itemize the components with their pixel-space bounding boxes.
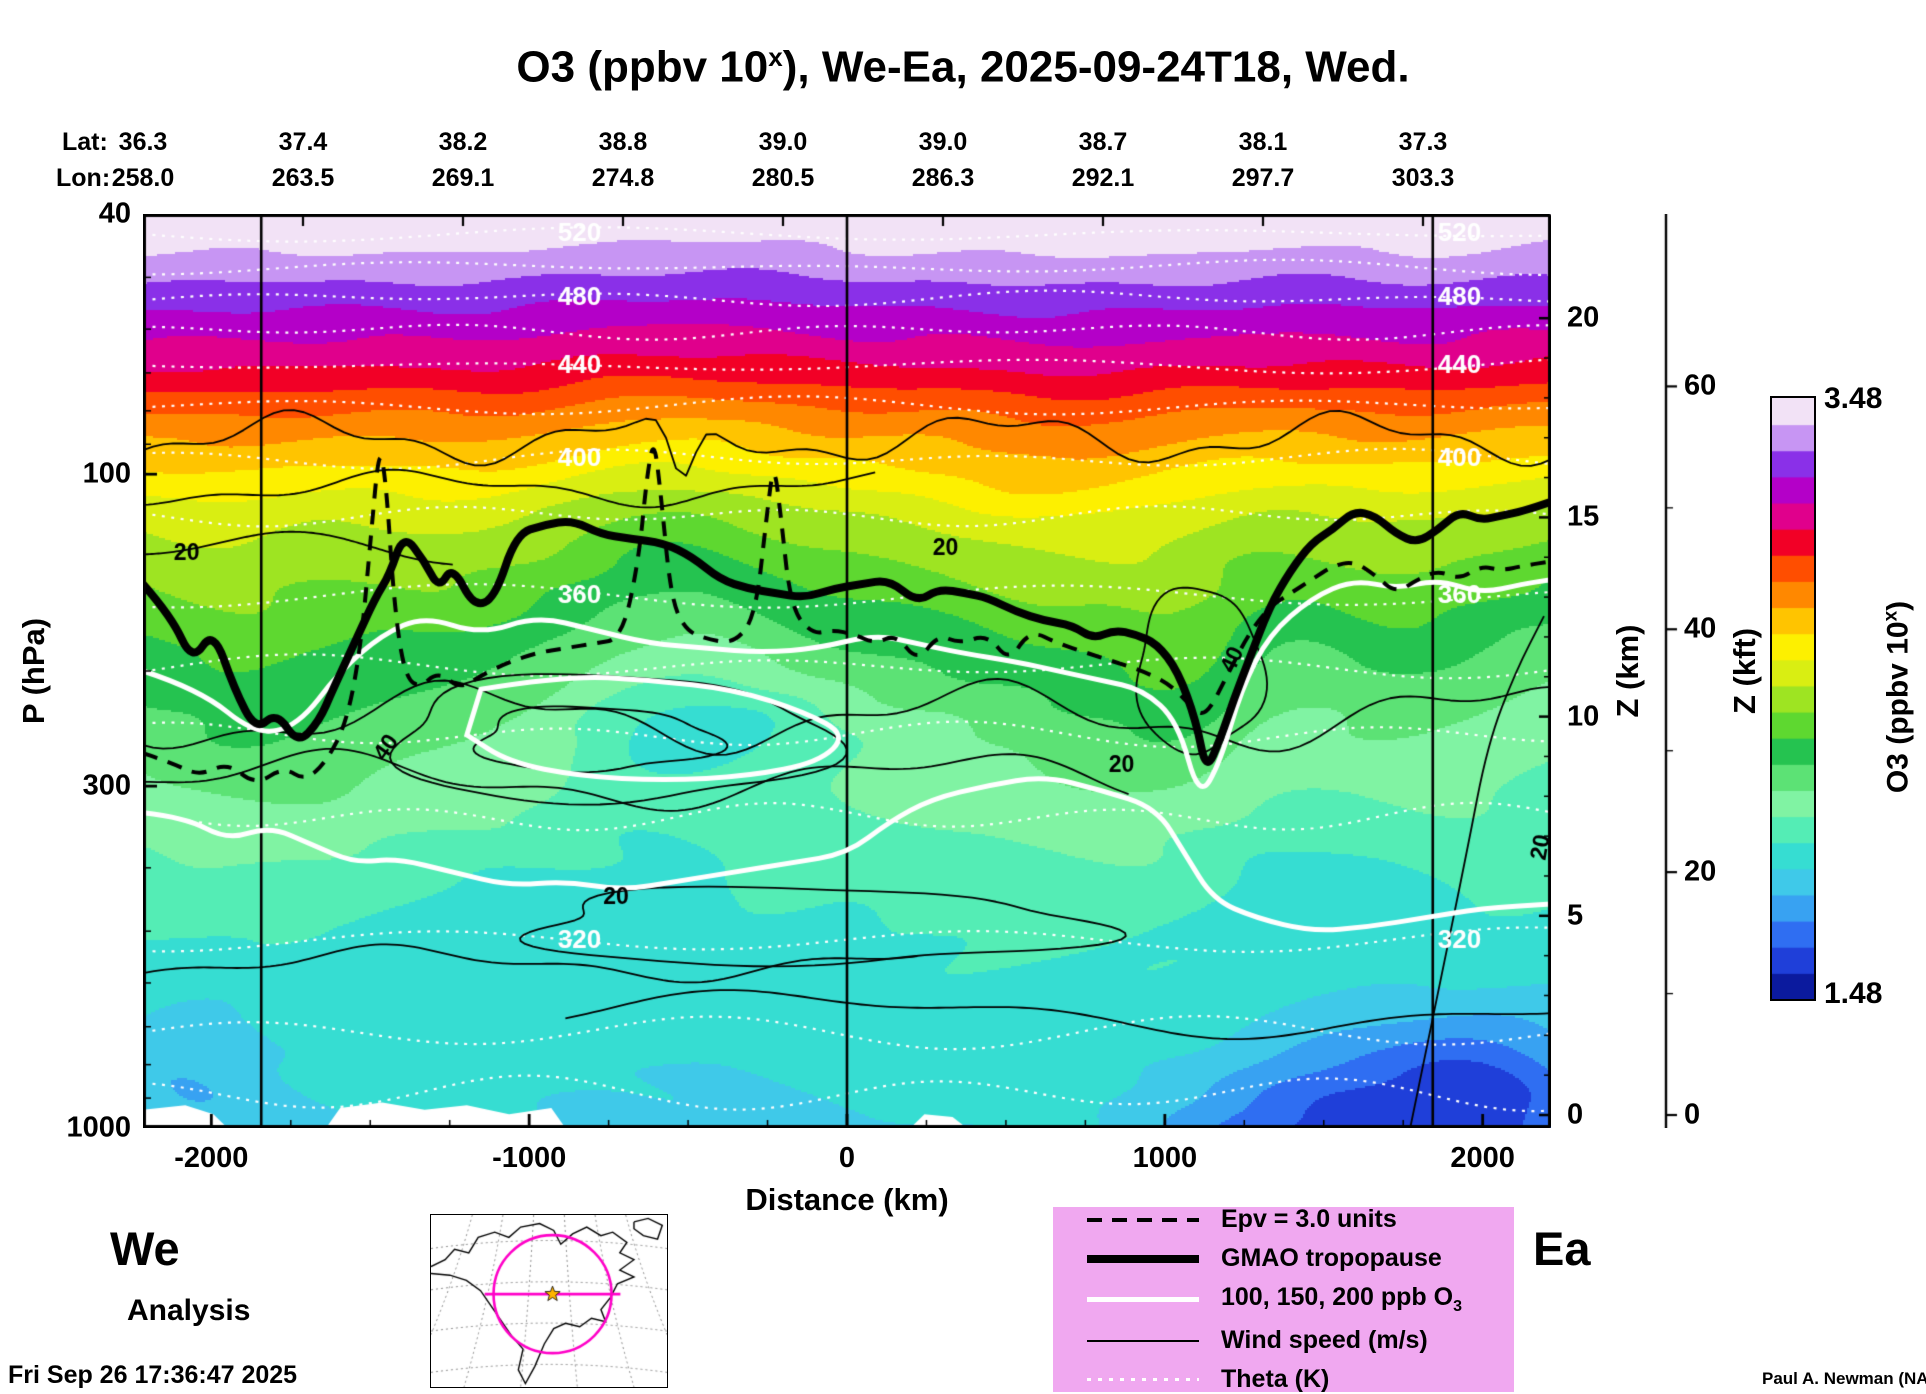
pressure-tick-label: 300 [82, 769, 131, 802]
legend-item-theta: Theta (K) [1087, 1365, 1514, 1394]
legend-label-o3-text: 100, 150, 200 ppb O [1221, 1283, 1454, 1311]
colorbar-max-label: 3.48 [1824, 382, 1883, 415]
lon-value: 274.8 [591, 164, 655, 192]
legend-label-tropopause: GMAO tropopause [1221, 1244, 1442, 1272]
lon-value: 269.1 [431, 164, 495, 192]
lon-value: 258.0 [111, 164, 175, 192]
lat-value: 38.1 [1238, 128, 1288, 156]
z-kft-tick-label: 40 [1684, 612, 1717, 645]
distance-tick-label: -2000 [174, 1142, 249, 1174]
legend-item-tropopause: GMAO tropopause [1087, 1244, 1514, 1273]
distance-tick-label: -1000 [492, 1142, 567, 1174]
z-km-axis-label: Z (km) [1610, 624, 1645, 718]
chart-title-text-2: ), We-Ea, 2025-09-24T18, Wed. [782, 42, 1410, 92]
theta-line-sample [1087, 1378, 1199, 1381]
pressure-tick-label: 100 [82, 457, 131, 490]
z-km-tick-label: 15 [1567, 500, 1600, 533]
pressure-tick-label: 1000 [66, 1111, 131, 1144]
z-km-tick-label: 20 [1567, 301, 1600, 334]
west-end-label: We [110, 1222, 180, 1275]
legend-label-o3-contours: 100, 150, 200 ppb O3 [1221, 1283, 1462, 1316]
chart-title: O3 (ppbv 10x), We-Ea, 2025-09-24T18, Wed… [0, 42, 1926, 93]
colorbar-label-text-2: ) [1881, 600, 1915, 611]
analysis-label: Analysis [127, 1294, 251, 1327]
legend-label-o3-subscript: 3 [1453, 1298, 1462, 1315]
z-kft-axis-label: Z (kft) [1727, 627, 1762, 715]
distance-tick-label: 2000 [1450, 1142, 1515, 1174]
lon-value: 292.1 [1071, 164, 1135, 192]
lat-value: 38.7 [1078, 128, 1128, 156]
pressure-tick-label: 40 [98, 197, 131, 230]
east-end-label: Ea [1533, 1222, 1591, 1275]
lat-value: 36.3 [118, 128, 168, 156]
chart-title-text: O3 (ppbv 10 [516, 42, 769, 92]
inset-location-map [430, 1214, 668, 1388]
z-km-tick-label: 5 [1567, 899, 1584, 932]
legend-item-o3-contours: 100, 150, 200 ppb O3 [1087, 1283, 1514, 1316]
distance-tick-label: 1000 [1132, 1142, 1198, 1174]
lat-value: 39.0 [918, 128, 968, 156]
lon-axis-prefix: Lon: [56, 164, 111, 192]
z-kft-axis [1660, 214, 1684, 1128]
z-km-tick-label: 0 [1567, 1098, 1584, 1131]
o3-contour-line-sample [1087, 1297, 1199, 1302]
colorbar-label-superscript: x [1880, 610, 1902, 622]
colorbar-min-label: 1.48 [1824, 977, 1883, 1010]
pressure-axis-label: P (hPa) [16, 617, 51, 725]
legend-label-theta: Theta (K) [1221, 1365, 1330, 1393]
distance-tick-label: 0 [838, 1142, 856, 1174]
legend: Epv = 3.0 units GMAO tropopause 100, 150… [1053, 1205, 1514, 1394]
cross-section-plot-canvas [143, 214, 1551, 1128]
chart-title-superscript: x [768, 42, 783, 72]
lat-value: 37.4 [278, 128, 328, 156]
legend-item-epv: Epv = 3.0 units [1087, 1205, 1514, 1234]
z-km-tick-label: 10 [1567, 700, 1600, 733]
lon-value: 263.5 [271, 164, 335, 192]
lat-value: 38.2 [438, 128, 488, 156]
colorbar-axis-label: O3 (ppbv 10x) [1881, 601, 1916, 793]
legend-item-wind: Wind speed (m/s) [1087, 1326, 1514, 1355]
creation-timestamp: Fri Sep 26 17:36:47 2025 [8, 1361, 298, 1389]
lon-value: 297.7 [1231, 164, 1295, 192]
lon-value: 286.3 [911, 164, 975, 192]
legend-label-wind: Wind speed (m/s) [1221, 1326, 1428, 1354]
colorbar [1770, 396, 1816, 1001]
colorbar-label-text: O3 (ppbv 10 [1881, 621, 1915, 794]
tropopause-line-sample [1087, 1254, 1199, 1263]
lat-value: 38.8 [598, 128, 648, 156]
lat-axis-prefix: Lat: [62, 128, 108, 156]
z-kft-tick-label: 20 [1684, 855, 1717, 888]
lat-value: 37.3 [1398, 128, 1448, 156]
wind-line-sample [1087, 1339, 1199, 1342]
lat-value: 39.0 [758, 128, 808, 156]
lon-value: 303.3 [1391, 164, 1455, 192]
distance-axis-label: Distance (km) [745, 1182, 949, 1217]
epv-dashed-line-sample [1087, 1217, 1199, 1222]
z-kft-tick-label: 60 [1684, 369, 1717, 402]
lon-value: 280.5 [751, 164, 815, 192]
z-kft-tick-label: 0 [1684, 1098, 1701, 1131]
legend-label-epv: Epv = 3.0 units [1221, 1205, 1397, 1233]
credit-label: Paul A. Newman (NASA [1762, 1369, 1926, 1388]
